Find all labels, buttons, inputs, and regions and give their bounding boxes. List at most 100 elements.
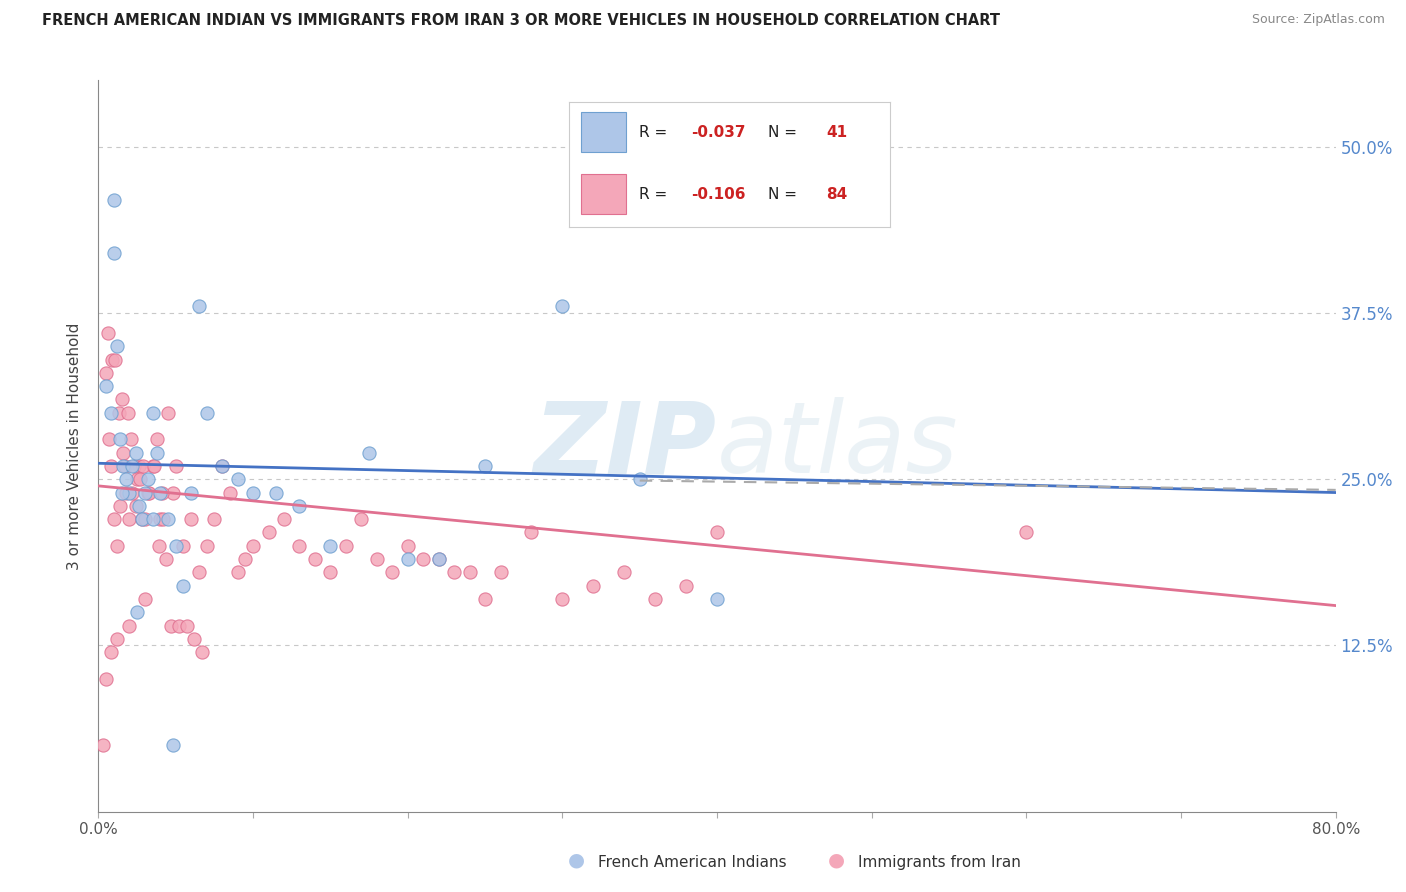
Point xyxy=(107,406,129,420)
Point xyxy=(520,525,543,540)
Point xyxy=(142,458,165,473)
Point xyxy=(226,566,249,580)
Point xyxy=(108,499,131,513)
Point xyxy=(148,539,170,553)
Point xyxy=(195,539,218,553)
Point xyxy=(183,632,205,646)
Point xyxy=(706,525,728,540)
Point xyxy=(173,539,195,553)
Point xyxy=(111,485,134,500)
Point xyxy=(112,445,135,459)
Point xyxy=(152,512,174,526)
Point xyxy=(257,525,280,540)
Point xyxy=(1015,525,1038,540)
Point xyxy=(644,591,666,606)
Point xyxy=(706,591,728,606)
Point xyxy=(242,539,264,553)
Point xyxy=(162,738,184,752)
Point xyxy=(118,618,141,632)
Point xyxy=(96,672,118,686)
Point xyxy=(180,485,202,500)
Point xyxy=(266,485,288,500)
Point xyxy=(235,552,257,566)
Point xyxy=(211,458,233,473)
Point xyxy=(412,552,434,566)
Point xyxy=(173,579,195,593)
Point xyxy=(112,458,135,473)
Point xyxy=(582,579,605,593)
Point xyxy=(114,458,136,473)
Point xyxy=(138,485,160,500)
Point xyxy=(150,485,173,500)
Point xyxy=(613,566,636,580)
Point xyxy=(108,433,131,447)
Point xyxy=(288,499,311,513)
Point xyxy=(675,579,697,593)
Point xyxy=(124,499,146,513)
Point xyxy=(134,512,156,526)
Point xyxy=(120,433,142,447)
Text: ●: ● xyxy=(568,851,585,870)
Point xyxy=(121,458,143,473)
Point xyxy=(458,566,481,580)
Point xyxy=(155,552,177,566)
Point xyxy=(319,566,342,580)
Point xyxy=(103,246,125,260)
Text: ●: ● xyxy=(828,851,845,870)
Point xyxy=(149,512,172,526)
Text: FRENCH AMERICAN INDIAN VS IMMIGRANTS FROM IRAN 3 OR MORE VEHICLES IN HOUSEHOLD C: FRENCH AMERICAN INDIAN VS IMMIGRANTS FRO… xyxy=(42,13,1000,29)
Point xyxy=(98,433,121,447)
Point xyxy=(127,472,149,486)
Point xyxy=(474,591,496,606)
Point xyxy=(427,552,450,566)
Point xyxy=(204,512,226,526)
Point xyxy=(489,566,512,580)
Point xyxy=(350,512,373,526)
Point xyxy=(165,539,187,553)
Point xyxy=(157,512,180,526)
Point xyxy=(111,392,134,407)
Point xyxy=(165,458,187,473)
Point xyxy=(146,433,169,447)
Point xyxy=(188,299,211,313)
Point xyxy=(162,485,184,500)
Y-axis label: 3 or more Vehicles in Household: 3 or more Vehicles in Household xyxy=(67,322,83,570)
Point xyxy=(134,485,156,500)
Point xyxy=(195,406,218,420)
Point xyxy=(96,379,118,393)
Point xyxy=(176,618,198,632)
Point xyxy=(100,458,122,473)
Point xyxy=(273,512,295,526)
Point xyxy=(335,539,357,553)
Point xyxy=(118,512,141,526)
Point xyxy=(131,512,153,526)
Point xyxy=(143,458,166,473)
Point xyxy=(396,539,419,553)
Point xyxy=(211,458,233,473)
Point xyxy=(443,566,465,580)
Point xyxy=(129,472,152,486)
Point xyxy=(118,485,141,500)
Point xyxy=(132,458,155,473)
Point xyxy=(191,645,214,659)
Point xyxy=(97,326,120,340)
Point xyxy=(551,591,574,606)
Point xyxy=(117,406,139,420)
Point xyxy=(105,539,128,553)
Point xyxy=(628,472,651,486)
Point xyxy=(149,485,172,500)
Point xyxy=(128,458,150,473)
Point xyxy=(103,193,125,207)
Point xyxy=(304,552,326,566)
Point xyxy=(142,406,165,420)
Point xyxy=(180,512,202,526)
Point xyxy=(142,512,165,526)
Point xyxy=(157,406,180,420)
Point xyxy=(104,352,127,367)
Point xyxy=(128,499,150,513)
Point xyxy=(121,485,143,500)
Text: Source: ZipAtlas.com: Source: ZipAtlas.com xyxy=(1251,13,1385,27)
Point xyxy=(242,485,264,500)
Point xyxy=(381,566,404,580)
Point xyxy=(427,552,450,566)
